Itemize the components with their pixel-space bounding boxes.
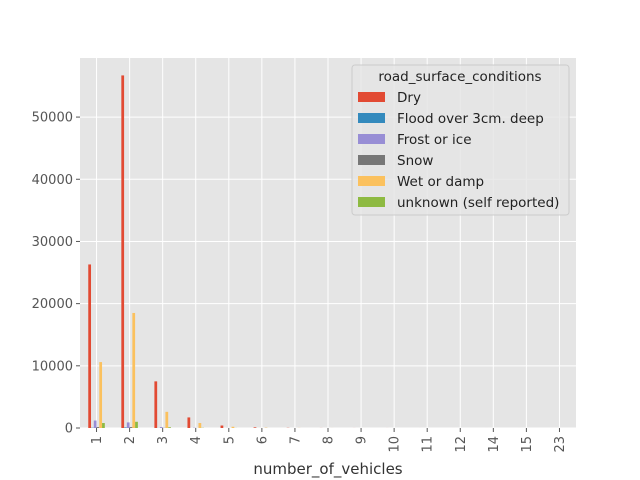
bars — [88, 75, 554, 428]
legend-swatch — [358, 197, 385, 207]
bar-frost-or-ice-3 — [159, 427, 163, 428]
y-tick-label: 50000 — [32, 111, 73, 126]
y-tick-label: 40000 — [32, 173, 73, 188]
x-tick-label: 23 — [553, 436, 568, 453]
y-tick-label: 20000 — [32, 297, 73, 312]
bar-snow-1 — [96, 427, 100, 428]
legend-entry-label: Wet or damp — [397, 174, 484, 190]
bar-wet-or-damp-5 — [231, 426, 235, 428]
legend-swatch — [358, 155, 385, 165]
y-tick-label: 30000 — [32, 235, 73, 250]
x-tick-label: 2 — [123, 436, 138, 444]
legend-entry-label: unknown (self reported) — [397, 195, 559, 211]
bar-unknown-self-reported-1 — [102, 423, 105, 428]
x-tick-label: 4 — [189, 436, 204, 444]
y-tick-label: 0 — [65, 422, 73, 437]
legend: road_surface_conditions Dry Flood over 3c… — [351, 64, 570, 216]
bar-unknown-self-reported-3 — [168, 427, 171, 428]
bar-wet-or-damp-4 — [198, 423, 202, 428]
x-tick-label: 7 — [288, 436, 303, 444]
legend-title: road_surface_conditions — [378, 69, 541, 85]
bar-dry-6 — [253, 427, 257, 428]
x-tick-label: 9 — [355, 436, 370, 444]
x-tick-label: 6 — [255, 436, 270, 444]
bar-dry-3 — [154, 381, 158, 428]
bar-frost-or-ice-2 — [126, 422, 130, 428]
x-tick-label: 10 — [388, 436, 403, 453]
y-axis-ticks: 0 10000 20000 30000 40000 50000 — [32, 111, 80, 437]
bar-dry-5 — [220, 425, 224, 428]
legend-entry-label: Frost or ice — [397, 132, 472, 148]
x-tick-label: 3 — [156, 436, 171, 444]
bar-wet-or-damp-3 — [165, 411, 169, 428]
bar-snow-2 — [129, 427, 133, 428]
legend-box — [351, 64, 570, 216]
bar-dry-4 — [187, 417, 191, 428]
x-tick-label: 8 — [322, 436, 337, 444]
x-tick-label: 1 — [90, 436, 105, 444]
bar-dry-1 — [88, 264, 92, 428]
legend-entry-label: Snow — [397, 153, 433, 169]
legend-swatch — [358, 113, 385, 123]
legend-swatch — [358, 176, 385, 186]
x-tick-label: 15 — [520, 436, 535, 453]
legend-entry-label: Dry — [397, 90, 421, 106]
bar-flood-over-3cm-deep-2 — [124, 427, 127, 428]
y-tick-label: 10000 — [32, 359, 73, 374]
grid-lines — [80, 58, 576, 429]
bar-wet-or-damp-1 — [99, 362, 103, 428]
legend-swatch — [358, 134, 385, 144]
bar-frost-or-ice-1 — [93, 420, 97, 428]
x-tick-label: 11 — [421, 436, 436, 453]
legend-entry-label: Flood over 3cm. deep — [397, 111, 544, 127]
x-tick-label: 14 — [487, 436, 502, 453]
x-tick-label: 12 — [454, 436, 469, 453]
bar-wet-or-damp-2 — [132, 312, 136, 428]
legend-swatch — [358, 92, 385, 102]
x-axis-title: number_of_vehicles — [253, 460, 402, 479]
bar-dry-2 — [121, 75, 125, 428]
x-tick-label: 5 — [222, 436, 237, 444]
bar-unknown-self-reported-2 — [135, 421, 138, 428]
x-axis-ticks: 1 2 3 4 5 6 7 8 9 10 11 12 14 15 23 — [90, 428, 568, 453]
